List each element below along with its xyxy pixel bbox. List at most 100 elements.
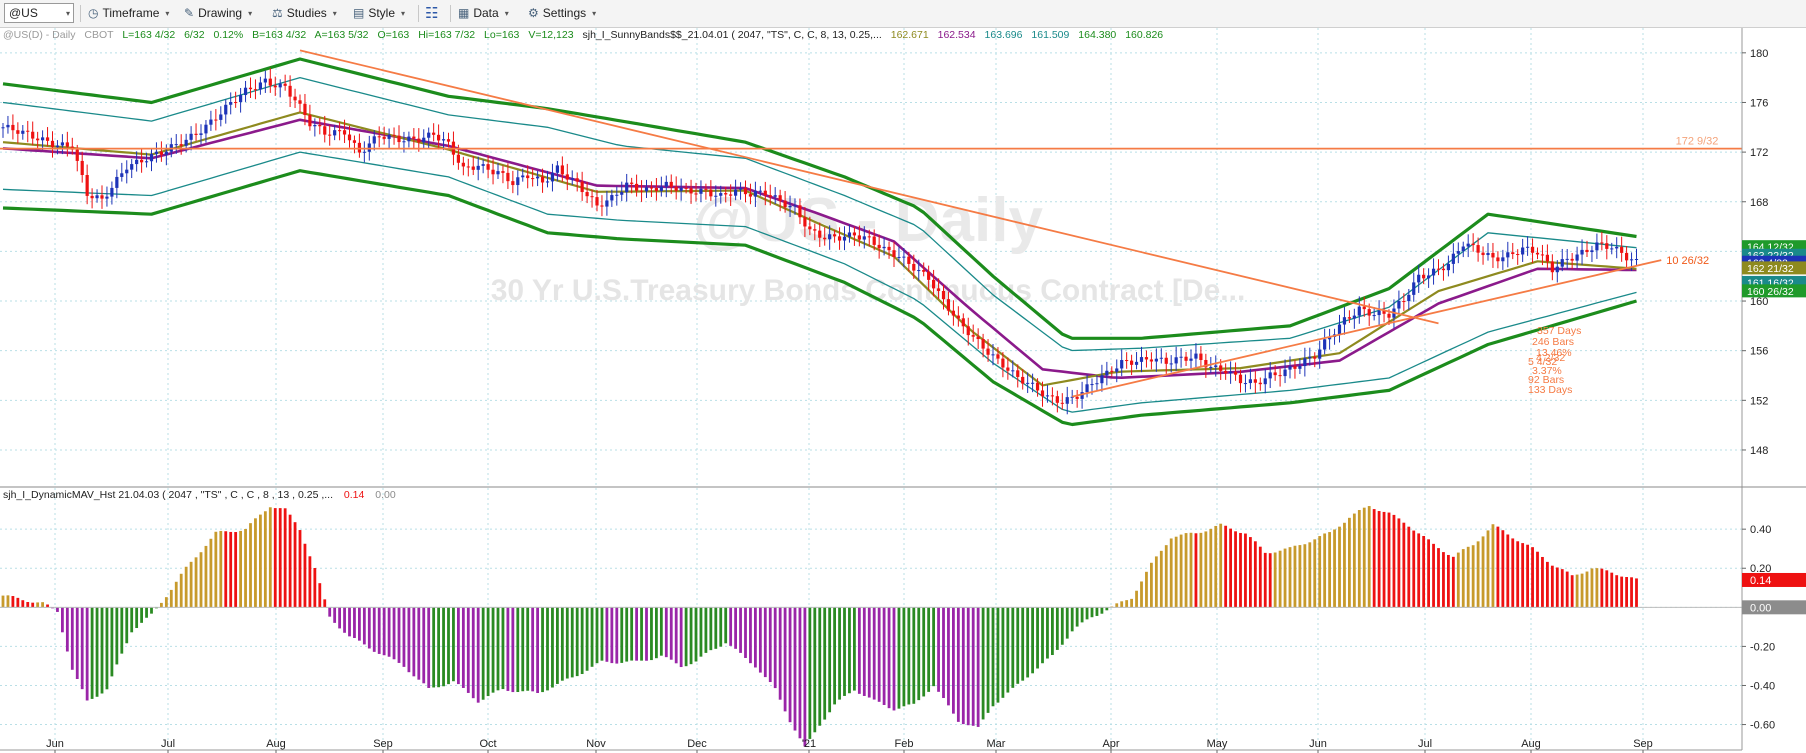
histogram-bar (397, 607, 401, 663)
candle-body (1169, 363, 1173, 365)
histogram-bar (140, 607, 143, 623)
histogram-bar (704, 607, 708, 653)
settings-button[interactable]: ⚙ Settings ▾ (528, 3, 599, 23)
histogram-bar (1130, 598, 1133, 608)
histogram-bar (1258, 546, 1262, 608)
histogram-bar (679, 607, 683, 668)
candle-body (828, 234, 832, 240)
candle-body (1179, 356, 1183, 358)
symbol-field[interactable]: @US ▾ (4, 3, 74, 23)
histogram-bar (224, 531, 228, 608)
histogram-bar (1550, 565, 1554, 608)
candle-body (1526, 246, 1530, 248)
time-tick-label: Sep (373, 738, 393, 750)
candle-body (1055, 396, 1059, 403)
histogram-bar (694, 607, 698, 662)
candle-body (936, 288, 941, 291)
candle-body (397, 135, 401, 143)
histogram-bar (1521, 543, 1525, 608)
candle-body (100, 195, 104, 199)
candle-body (377, 136, 381, 138)
candle-body (372, 136, 376, 144)
candle-body (1565, 258, 1569, 260)
histogram-bar (565, 607, 569, 679)
candle-body (323, 126, 327, 135)
histogram-bar (293, 522, 297, 608)
histogram-bar (239, 530, 242, 608)
candle-body (753, 190, 757, 197)
histogram-bar (65, 607, 69, 652)
histogram-bar (952, 607, 955, 714)
histogram-bar (635, 607, 638, 661)
histogram-bar (1253, 541, 1257, 608)
candle-body (882, 246, 886, 249)
chevron-down-icon: ▾ (504, 8, 509, 18)
studies-button[interactable]: ⚖ Studies ▾ (272, 3, 340, 23)
trendline-stat-label: 246 Bars (1532, 336, 1574, 348)
histogram-bar (1288, 547, 1292, 608)
candle-body (808, 226, 812, 230)
settings-label: Settings (542, 6, 587, 20)
candle-body (65, 142, 69, 147)
candle-body (1357, 306, 1361, 316)
histogram-bar (1046, 607, 1049, 659)
trendline-stat-label: 133 Days (1528, 384, 1572, 396)
style-button[interactable]: ▤ Style ▾ (353, 3, 408, 23)
candle-body (1352, 315, 1356, 319)
histogram-bar (1555, 567, 1559, 608)
candle-body (729, 194, 733, 196)
info-low: Lo=163 (484, 29, 519, 41)
chevron-down-icon[interactable]: ▾ (65, 8, 70, 18)
candle-body (105, 196, 109, 199)
histogram-bar (343, 607, 346, 633)
histogram-bar (1115, 603, 1119, 608)
candle-body (1570, 258, 1574, 261)
candle-body (308, 114, 312, 127)
layout-button[interactable]: ☷ (425, 3, 442, 23)
candle-body (1134, 361, 1139, 365)
histogram-bar (145, 607, 148, 618)
candle-body (664, 181, 668, 187)
layout-icon: ☷ (425, 5, 439, 22)
histogram-bar (31, 602, 35, 608)
candle-body (639, 190, 644, 192)
histogram-bar (362, 607, 366, 645)
trendline-stat-label: 92 Bars (1528, 374, 1564, 386)
candle-body (818, 230, 822, 238)
candle-body (461, 162, 465, 167)
candle-body (1362, 306, 1366, 310)
candle-body (867, 236, 871, 238)
candle-body (565, 174, 569, 180)
style-label: Style (368, 6, 396, 20)
candle-body (268, 78, 272, 86)
timeframe-button[interactable]: ◷ Timeframe ▾ (88, 3, 172, 23)
candle-body (1065, 397, 1069, 404)
drawing-button[interactable]: ✎ Drawing ▾ (184, 3, 255, 23)
candle-body (575, 178, 579, 182)
candle-body (342, 130, 347, 135)
watermark-title: @US - Daily (693, 186, 1043, 255)
chart-canvas[interactable]: @US - Daily 30 Yr U.S.Treasury Bonds Con… (0, 28, 1806, 753)
histogram-bar (773, 607, 777, 689)
candle-body (625, 182, 629, 193)
histogram-bar (164, 597, 168, 608)
histogram-bar (1610, 572, 1614, 608)
candle-body (758, 190, 762, 192)
histogram-bar (541, 607, 544, 693)
candle-body (803, 217, 807, 227)
candle-body (610, 195, 614, 201)
histogram-bar (778, 607, 782, 700)
info-high: Hi=163 7/32 (418, 29, 475, 41)
candle-body (521, 175, 525, 178)
histogram-bar (11, 596, 15, 608)
histogram-bar (1541, 556, 1544, 608)
histogram-bar (1085, 607, 1089, 620)
data-button[interactable]: ▦ Data ▾ (458, 3, 512, 23)
candle-body (1110, 370, 1114, 372)
candle-body (110, 187, 114, 197)
histogram-bar (912, 607, 916, 704)
candle-body (1303, 358, 1307, 367)
candle-body (1382, 310, 1386, 314)
candle-body (1095, 383, 1099, 385)
gear-icon: ⚙ (528, 6, 539, 20)
